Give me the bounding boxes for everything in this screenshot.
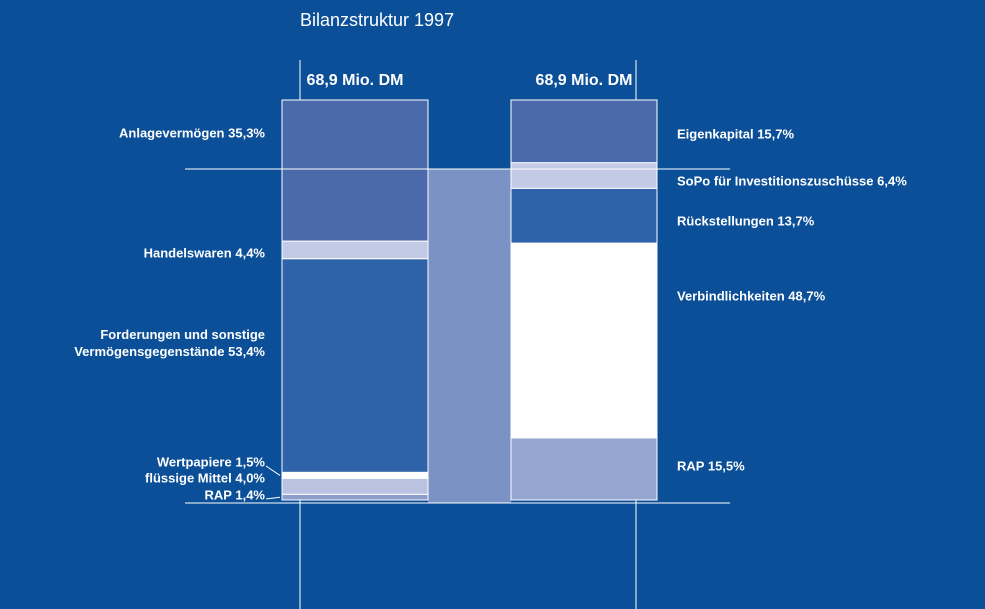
segment xyxy=(510,99,658,164)
segment-label: RAP 15,5% xyxy=(677,458,745,475)
chart-title: Bilanzstruktur 1997 xyxy=(300,10,455,30)
segment-value: 15,5% xyxy=(707,458,745,474)
segment xyxy=(281,471,429,479)
segment-value: 35,3% xyxy=(228,125,265,141)
leader-line xyxy=(265,465,281,476)
segment xyxy=(281,99,429,242)
segment-name: SoPo für Investitionszuschüsse xyxy=(677,173,874,189)
segment-name: Handelswaren xyxy=(143,245,232,261)
leader-line xyxy=(265,496,281,500)
segment-label: Forderungen und sonstige Vermögensgegens… xyxy=(35,326,265,360)
segment xyxy=(510,242,658,439)
column-total: 68,9 Mio. DM xyxy=(535,72,633,89)
segment-label: Handelswaren 4,4% xyxy=(35,245,265,262)
segment-value: 4,0% xyxy=(235,470,265,486)
segment xyxy=(281,477,429,495)
segment-name: Verbindlichkeiten xyxy=(677,288,785,304)
segment-label: RAP 1,4% xyxy=(35,487,265,504)
segment-value: 48,7% xyxy=(788,288,826,304)
column-total: 68,9 Mio. DM xyxy=(306,72,404,89)
segment-value: 1,5% xyxy=(235,454,265,470)
segment-label: SoPo für Investitionszuschüsse 6,4% xyxy=(677,173,907,190)
segment-name: Wertpapiere xyxy=(156,454,232,470)
segment-label: flüssige Mittel 4,0% xyxy=(35,470,265,487)
segment-value: 1,4% xyxy=(235,487,265,503)
segment xyxy=(281,493,429,501)
segment xyxy=(281,240,429,260)
segment xyxy=(510,437,658,501)
segment-label: Verbindlichkeiten 48,7% xyxy=(677,288,825,305)
segment-name: flüssige Mittel xyxy=(145,470,232,486)
segment xyxy=(281,258,429,473)
segment-name: RAP xyxy=(204,487,232,503)
segment-name: Forderungen und sonstige Vermögensgegens… xyxy=(74,327,265,359)
segment-value: 53,4% xyxy=(228,344,265,359)
segment xyxy=(510,162,658,189)
segment-name: Rückstellungen xyxy=(677,213,774,229)
segment-label: Eigenkapital 15,7% xyxy=(677,126,794,143)
segment-value: 15,7% xyxy=(757,126,795,142)
segment-name: Anlagevermögen xyxy=(119,125,225,141)
segment-value: 6,4% xyxy=(877,173,907,189)
connector xyxy=(428,169,511,503)
segment xyxy=(510,187,658,244)
segment-value: 13,7% xyxy=(777,213,815,229)
segment-label: Rückstellungen 13,7% xyxy=(677,213,814,230)
segment-name: Eigenkapital xyxy=(677,126,754,142)
segment-value: 4,4% xyxy=(235,245,265,261)
segment-label: Anlagevermögen 35,3% xyxy=(35,125,265,142)
segment-label: Wertpapiere 1,5% xyxy=(35,454,265,471)
segment-name: RAP xyxy=(677,458,705,474)
